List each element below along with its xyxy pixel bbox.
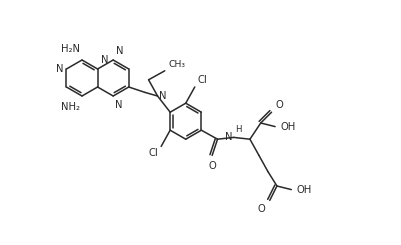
Text: H: H	[234, 125, 241, 135]
Text: Cl: Cl	[197, 75, 207, 85]
Text: N: N	[56, 64, 63, 74]
Text: O: O	[208, 161, 215, 172]
Text: N: N	[100, 55, 108, 65]
Text: O: O	[275, 100, 283, 110]
Text: H₂N: H₂N	[61, 44, 80, 54]
Text: N: N	[115, 100, 122, 110]
Text: N: N	[158, 91, 166, 101]
Text: OH: OH	[279, 122, 295, 132]
Text: OH: OH	[296, 184, 311, 195]
Text: N: N	[116, 46, 124, 56]
Text: Cl: Cl	[148, 148, 158, 159]
Text: NH₂: NH₂	[61, 102, 80, 112]
Text: N: N	[225, 132, 232, 142]
Text: CH₃: CH₃	[168, 60, 185, 69]
Text: O: O	[257, 204, 265, 214]
